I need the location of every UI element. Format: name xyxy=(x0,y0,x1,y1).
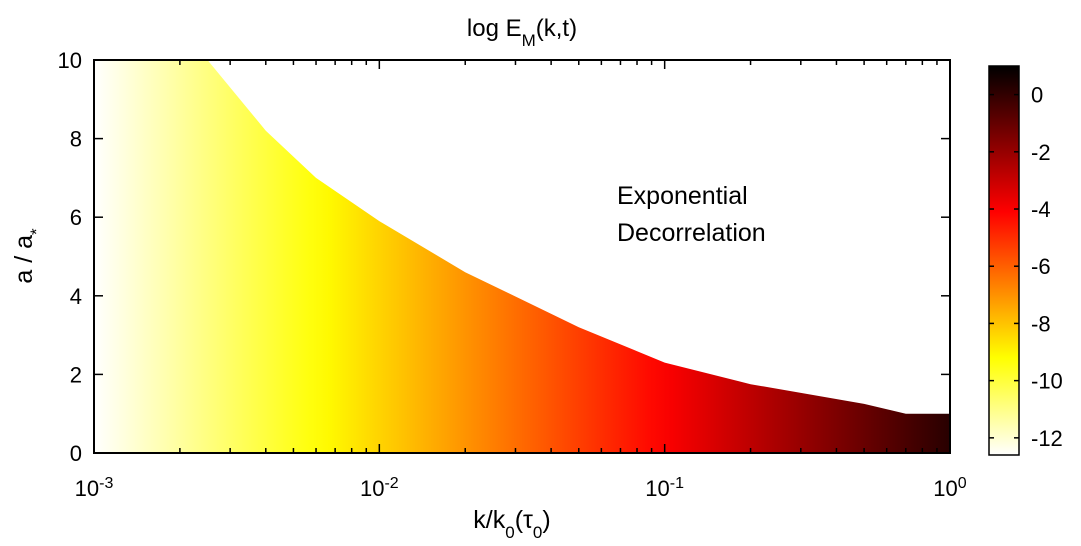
y-tick-label: 2 xyxy=(70,362,82,387)
colorbar-tick-label: -6 xyxy=(1031,254,1051,279)
chart-title: log EM(k,t) xyxy=(467,15,577,50)
decorrelation-mask xyxy=(94,60,950,414)
colorbar-tick-label: 0 xyxy=(1031,83,1043,108)
colorbar-tick-label: -8 xyxy=(1031,311,1051,336)
x-tick-label: 10-3 xyxy=(75,475,114,502)
colorbar-tick-labels: 0 -2 -4 -6 -8 -10 -12 xyxy=(1031,83,1063,451)
x-axis-label: k/k0(τ0) xyxy=(473,506,550,542)
x-tick-label: 10-1 xyxy=(645,475,684,502)
x-tick-label: 100 xyxy=(933,475,966,502)
colorbar-gradient xyxy=(988,65,1020,456)
annotation-line-1: Exponential xyxy=(617,182,748,210)
colorbar-tick-label: -12 xyxy=(1031,426,1063,451)
y-axis-label: a / a* xyxy=(10,228,46,284)
y-tick-labels: 0 2 4 6 8 10 xyxy=(58,48,82,466)
colorbar: 0 -2 -4 -6 -8 -10 -12 xyxy=(988,65,1063,456)
y-tick-label: 8 xyxy=(70,127,82,152)
y-tick-label: 6 xyxy=(70,205,82,230)
colorbar-tick-label: -10 xyxy=(1031,369,1063,394)
y-tick-label: 0 xyxy=(70,441,82,466)
x-tick-label: 10-2 xyxy=(360,475,399,502)
y-tick-label: 4 xyxy=(70,284,82,309)
heatmap-field xyxy=(94,60,950,453)
colorbar-ticks xyxy=(989,93,1019,439)
x-tick-labels: 10-3 10-2 10-1 100 xyxy=(75,475,967,502)
y-ticks xyxy=(94,59,950,454)
plot-frame xyxy=(93,59,951,454)
x-ticks xyxy=(93,60,951,453)
colorbar-tick-label: -2 xyxy=(1031,140,1051,165)
y-tick-label: 10 xyxy=(58,48,82,73)
annotation-line-2: Decorrelation xyxy=(617,219,766,247)
colorbar-tick-label: -4 xyxy=(1031,197,1051,222)
